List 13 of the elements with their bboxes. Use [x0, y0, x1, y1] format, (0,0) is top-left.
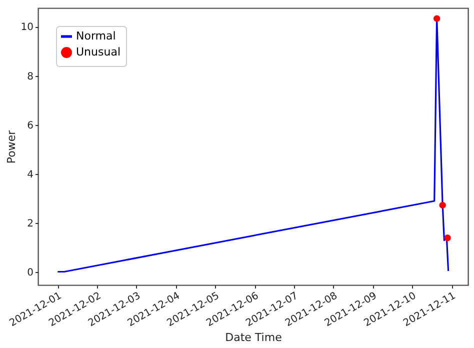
- y-tick-label: 10: [20, 22, 34, 34]
- point: [433, 15, 440, 22]
- y-tick-label: 0: [27, 268, 34, 279]
- y-tick-label: 6: [27, 120, 34, 132]
- y-tick-label: 4: [27, 170, 34, 181]
- point: [444, 234, 451, 242]
- y-tick-label: 8: [27, 71, 34, 82]
- legend-label: Normal: [76, 30, 116, 42]
- y-axis-title: Power: [4, 130, 18, 164]
- point: [439, 202, 446, 209]
- x-axis-title: Date Time: [225, 331, 282, 344]
- y-tick-label: 2: [27, 218, 34, 230]
- legend-label: Unusual: [76, 46, 120, 58]
